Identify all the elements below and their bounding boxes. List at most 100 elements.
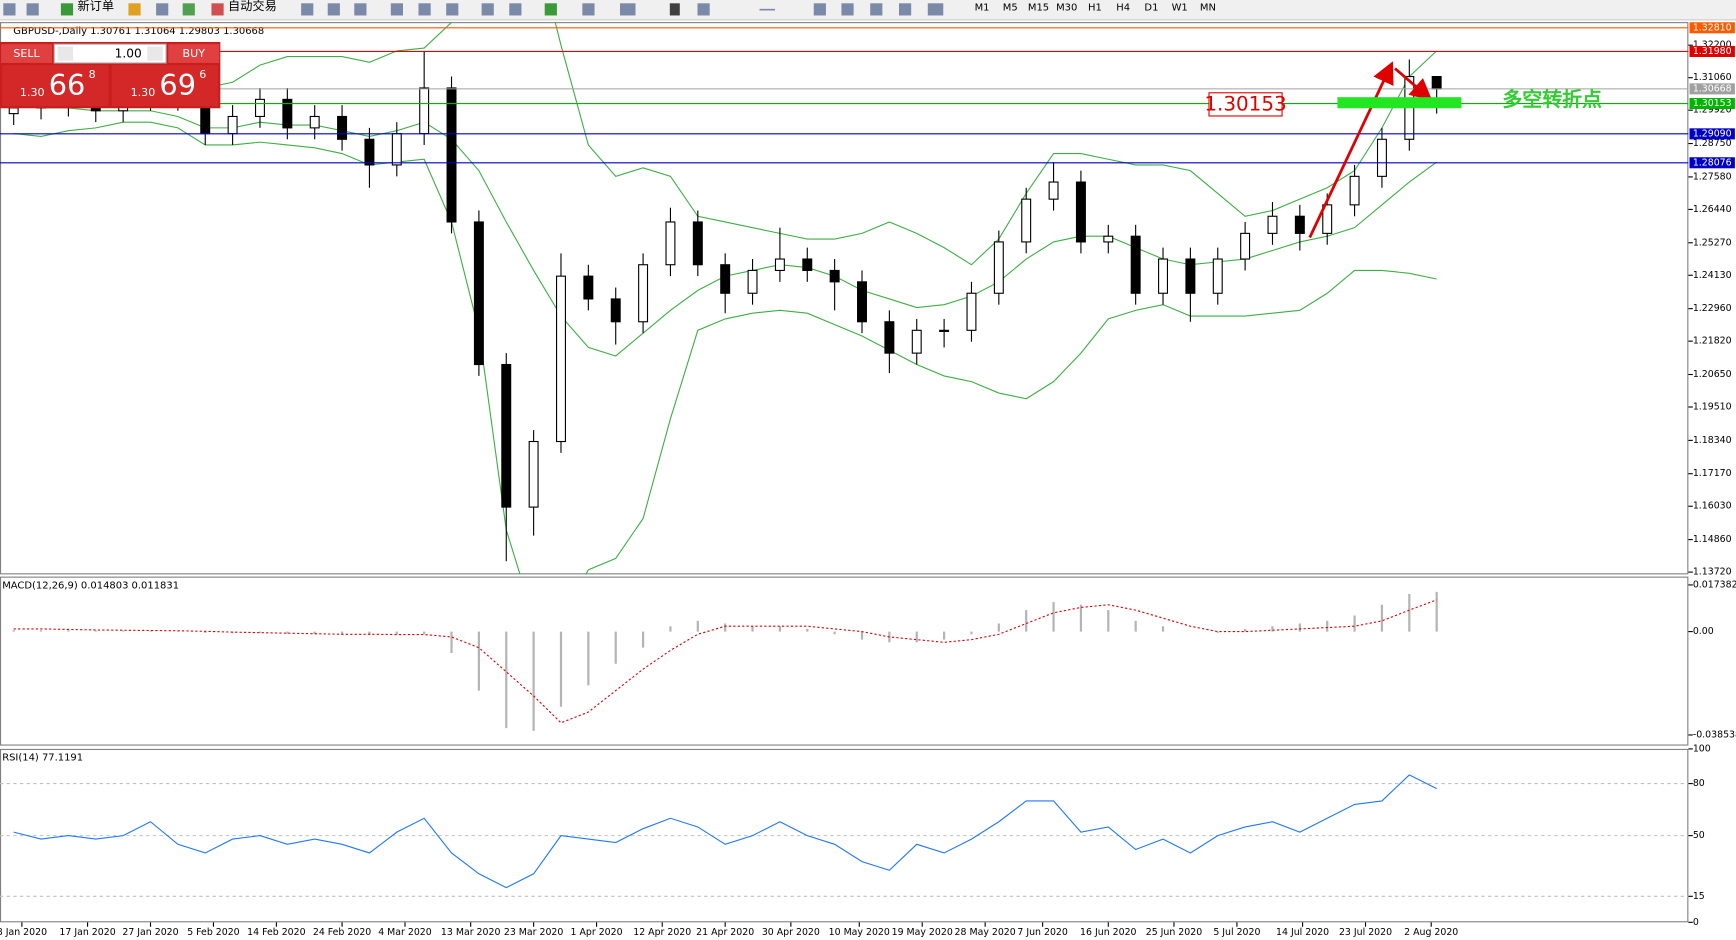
toolbar-icons (3, 3, 944, 16)
lot-field[interactable] (53, 43, 167, 64)
x-tick-label: 27 Jan 2020 (122, 927, 178, 938)
candle-body (1021, 198, 1032, 243)
candle-body (1158, 258, 1169, 294)
sell-label[interactable]: SELL (13, 47, 40, 60)
icon[interactable] (390, 3, 403, 16)
timeframe-button[interactable]: H1 (1088, 3, 1102, 14)
buy-button[interactable] (168, 44, 220, 63)
timeframe-button[interactable]: M1 (975, 3, 990, 14)
y-tick-label: 0.00 (1693, 626, 1714, 637)
price-level-label: 1.32810 (1693, 22, 1732, 33)
x-tick-label: 30 Apr 2020 (762, 927, 820, 938)
icon[interactable] (481, 3, 494, 16)
icon[interactable] (60, 3, 74, 16)
icon[interactable] (544, 3, 557, 16)
y-tick-label: 1.14860 (1693, 534, 1732, 545)
icon[interactable] (582, 3, 595, 16)
icon[interactable] (870, 3, 883, 16)
y-tick-label: -0.038538 (1693, 729, 1736, 740)
candle-body (1212, 258, 1223, 294)
x-tick-label: 23 Mar 2020 (504, 927, 564, 938)
icon[interactable] (327, 3, 340, 16)
y-tick-label: 1.19510 (1693, 402, 1732, 413)
panel-title: MACD(12,26,9) 0.014803 0.011831 (2, 580, 179, 591)
lot-value[interactable]: 1.00 (115, 47, 142, 61)
support-zone (1337, 97, 1462, 109)
sell-price-box[interactable] (2, 65, 109, 107)
timeframe-button[interactable]: M30 (1056, 3, 1077, 14)
candle-body (473, 221, 484, 366)
lot-down[interactable] (57, 46, 74, 61)
price-level-label: 1.30668 (1693, 83, 1732, 94)
icon[interactable] (26, 3, 39, 16)
x-tick-label: 25 Jun 2020 (1146, 927, 1202, 938)
icon[interactable] (927, 3, 944, 16)
icon[interactable] (182, 3, 195, 16)
icon[interactable] (759, 8, 776, 11)
x-tick-label: 28 May 2020 (955, 927, 1016, 938)
price-level-tag (1689, 98, 1735, 110)
y-tick-label: 1.29920 (1693, 105, 1732, 116)
x-tick-label: 23 Jul 2020 (1339, 927, 1392, 938)
panel-title: GBPUSD-,Daily 1.30761 1.31064 1.29803 1.… (13, 26, 264, 37)
toolbar-button[interactable]: 自动交易 (228, 0, 277, 13)
candle-body (1376, 138, 1387, 177)
y-tick-label: 1.32200 (1693, 40, 1732, 51)
buy-label[interactable]: BUY (183, 47, 206, 60)
bollinger-lower (13, 121, 1437, 575)
macd-signal (13, 599, 1437, 724)
x-tick-label: 12 Apr 2020 (633, 927, 691, 938)
toolbar (0, 0, 1736, 20)
timeframe-button[interactable]: D1 (1144, 3, 1158, 14)
lot-up[interactable] (147, 46, 163, 61)
icon[interactable] (156, 3, 169, 16)
sell-button[interactable] (1, 44, 53, 63)
candle-body (391, 133, 402, 166)
icon[interactable] (509, 3, 522, 16)
buy-price-pip: 6 (199, 68, 206, 81)
icon[interactable] (841, 3, 854, 16)
price-level-tag (1689, 157, 1735, 169)
icon[interactable] (669, 3, 680, 16)
candle-body (774, 258, 785, 271)
y-tick-label: 1.28750 (1693, 138, 1732, 149)
candle-body (829, 269, 840, 283)
timeframe-button[interactable]: MN (1200, 3, 1216, 14)
icon[interactable] (3, 3, 16, 16)
icon[interactable] (354, 3, 367, 16)
icon[interactable] (301, 3, 314, 16)
sell-price-big: 1.30 (20, 86, 45, 99)
candle-body (364, 138, 375, 166)
icon[interactable] (813, 3, 826, 16)
icon[interactable] (446, 3, 459, 16)
x-tick-label: 5 Jul 2020 (1213, 927, 1260, 938)
candle-body (337, 115, 348, 140)
toolbar-button[interactable]: 新订单 (77, 0, 114, 13)
candle-body (1349, 175, 1360, 206)
icon[interactable] (128, 3, 141, 16)
candle-body (1185, 258, 1196, 294)
candle-body (1294, 215, 1305, 234)
candle-body (993, 241, 1004, 294)
y-tick-label: 50 (1693, 830, 1705, 841)
icon[interactable] (697, 3, 710, 16)
timeframe-button[interactable]: W1 (1172, 3, 1188, 14)
icon[interactable] (418, 3, 431, 16)
icon[interactable] (620, 3, 636, 16)
y-tick-label: 1.26440 (1693, 204, 1732, 215)
y-tick-label: 1.17170 (1693, 468, 1732, 479)
candle-body (638, 264, 649, 323)
timeframe-button[interactable]: M5 (1003, 3, 1018, 14)
x-tick-label: 1 Apr 2020 (571, 927, 623, 938)
price-level-label: 1.28076 (1693, 157, 1732, 168)
icon[interactable] (211, 3, 224, 16)
timeframe-button[interactable]: M15 (1028, 3, 1049, 14)
x-tick-label: 19 May 2020 (892, 927, 953, 938)
candle-body (1130, 235, 1141, 294)
candle-body (1322, 204, 1333, 234)
buy-price-box[interactable] (111, 65, 219, 107)
icon[interactable] (899, 3, 912, 16)
panel-line (0, 774, 1689, 897)
timeframe-button[interactable]: H4 (1116, 3, 1130, 14)
x-tick-label: 7 Jun 2020 (1017, 927, 1068, 938)
